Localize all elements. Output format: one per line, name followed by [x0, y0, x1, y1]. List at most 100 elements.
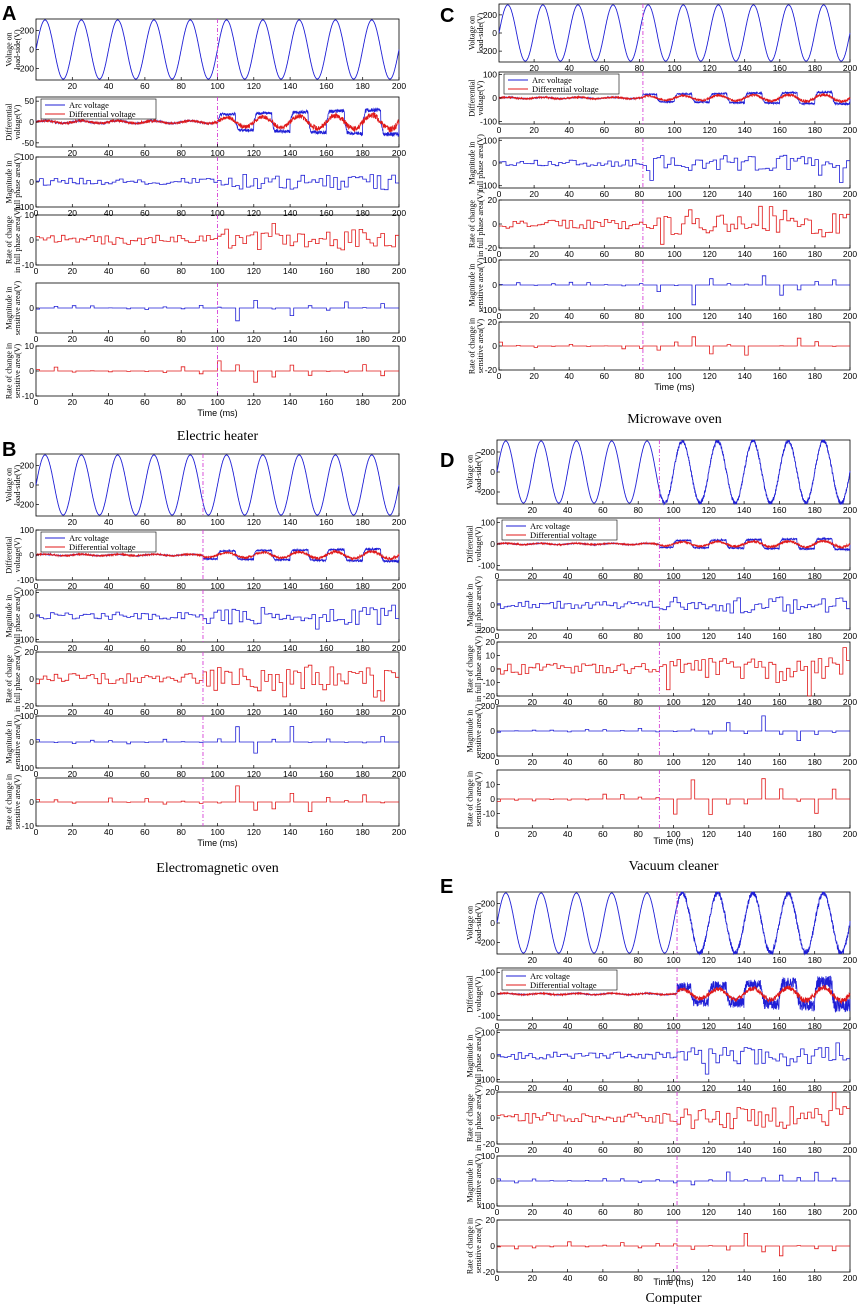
x-tick-label: 0 [34, 827, 39, 837]
x-tick-label: 140 [737, 1083, 751, 1093]
x-tick-label: 100 [667, 189, 681, 199]
y-axis-label: Voltage onload-side(V) [5, 29, 22, 70]
y-axis-label: Differentialvoltage(V) [5, 103, 22, 141]
y-axis-label-line2: full phase area(V) [13, 587, 22, 645]
panel-label: A [2, 3, 16, 25]
x-tick-label: 20 [68, 517, 78, 527]
y-tick-label: 20 [486, 1215, 496, 1225]
y-axis-label: Voltage onload-side(V) [466, 902, 483, 943]
x-tick-label: 40 [104, 208, 114, 218]
x-tick-label: 40 [104, 81, 114, 91]
x-tick-label: 100 [210, 334, 224, 344]
y-axis-label-line1: Magnitude in [466, 710, 475, 753]
y-tick-label: 200 [20, 461, 34, 471]
y-axis-label-line2: voltage(V) [476, 80, 485, 115]
x-tick-label: 20 [528, 571, 538, 581]
legend-label-diff: Differential voltage [530, 530, 597, 540]
x-tick-label: 140 [738, 63, 752, 73]
x-tick-label: 180 [808, 1145, 822, 1155]
x-tick-label: 140 [738, 311, 752, 321]
y-axis-label-line2: load-side(V) [476, 12, 485, 53]
x-tick-label: 40 [563, 505, 573, 515]
x-tick-label: 60 [140, 148, 150, 158]
x-tick-label: 20 [528, 697, 538, 707]
series-load-voltage [35, 454, 400, 516]
x-tick-label: 60 [140, 334, 150, 344]
y-tick-label: 0 [492, 158, 497, 168]
x-tick-label: 140 [283, 769, 297, 779]
y-axis-label-line2: full phase area(V) [474, 1027, 483, 1085]
y-tick-label: -100 [480, 117, 497, 127]
x-tick-label: 120 [247, 769, 261, 779]
y-axis-label-line2: load-side(V) [13, 464, 22, 505]
x-tick-label: 120 [247, 148, 261, 158]
x-tick-label: 60 [140, 581, 150, 591]
x-tick-label: 60 [598, 505, 608, 515]
x-tick-label: 180 [808, 189, 822, 199]
y-axis-label: Magnitude insensitive area(V) [466, 703, 483, 758]
y-axis-label: Rate of change insensitive area(V) [466, 1218, 483, 1274]
y-tick-label: 20 [488, 195, 498, 205]
x-tick-label: 120 [703, 125, 717, 135]
legend-box [503, 73, 620, 95]
x-tick-label: 0 [34, 581, 39, 591]
x-tick-label: 0 [497, 125, 502, 135]
y-axis-label-line1: Magnitude in [466, 1035, 475, 1078]
x-tick-label: 180 [356, 208, 370, 218]
y-tick-label: 0 [29, 303, 34, 313]
x-tick-label: 60 [140, 707, 150, 717]
y-tick-label: 200 [481, 447, 495, 457]
y-axis-label-line2: sensitive area(V) [13, 714, 22, 769]
y-tick-label: 0 [29, 117, 34, 127]
y-tick-label: 0 [29, 797, 34, 807]
x-tick-label: 60 [598, 1021, 608, 1031]
x-tick-label: 160 [319, 334, 333, 344]
x-tick-label: 180 [356, 81, 370, 91]
x-tick-label: 200 [392, 517, 406, 527]
x-tick-label: 60 [598, 697, 608, 707]
y-axis-label-line2: sensitive area(V) [13, 774, 22, 829]
x-tick-label: 100 [210, 517, 224, 527]
x-tick-label: 100 [666, 1273, 680, 1283]
x-tick-label: 160 [772, 829, 786, 839]
x-tick-label: 200 [843, 631, 857, 641]
y-axis-label: Rate of change insensitive area(V) [5, 774, 22, 830]
x-tick-label: 180 [808, 631, 822, 641]
y-tick-label: 200 [481, 899, 495, 909]
x-tick-label: 120 [247, 266, 261, 276]
y-axis-label-line2: in full phase area(V) [13, 207, 22, 273]
y-tick-label: 0 [29, 737, 34, 747]
y-axis-label-line2: voltage(V) [474, 976, 483, 1011]
y-tick-label: 200 [20, 25, 34, 35]
x-tick-label: 80 [176, 81, 186, 91]
x-tick-label: 40 [104, 581, 114, 591]
y-axis-label-line1: Differential [468, 79, 477, 117]
x-tick-label: 120 [702, 1145, 716, 1155]
x-tick-label: 140 [737, 1145, 751, 1155]
series-differential-voltage [496, 538, 851, 550]
x-tick-label: 20 [528, 1021, 538, 1031]
x-tick-label: 40 [563, 631, 573, 641]
x-tick-label: 120 [703, 189, 717, 199]
x-tick-label: 100 [210, 266, 224, 276]
y-tick-label: 0 [490, 918, 495, 928]
x-tick-label: 180 [808, 371, 822, 381]
y-axis-label: Differentialvoltage(V) [5, 536, 22, 574]
x-tick-label: 120 [247, 334, 261, 344]
axes-frame [496, 1091, 851, 1145]
y-tick-label: -200 [17, 499, 34, 509]
y-axis-label-line2: in full phase area(V) [13, 646, 22, 712]
x-tick-label: 120 [703, 249, 717, 259]
x-tick-label: 160 [319, 517, 333, 527]
x-tick-label: 0 [497, 249, 502, 259]
x-tick-label: 80 [176, 148, 186, 158]
x-tick-label: 120 [702, 1273, 716, 1283]
y-tick-label: -100 [17, 575, 34, 585]
